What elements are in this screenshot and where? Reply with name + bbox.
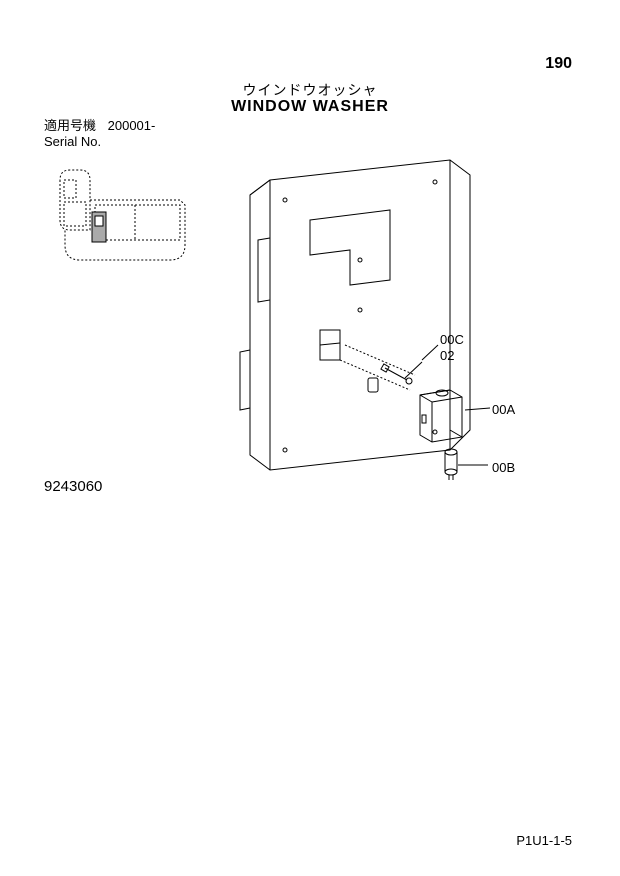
diagram-area: 00C 02 00A 00B (0, 140, 620, 740)
callout-00a: 00A (492, 402, 515, 417)
callout-02: 02 (440, 348, 454, 363)
part-number: 9243060 (44, 478, 102, 495)
main-diagram (190, 150, 590, 570)
serial-label-jp: 適用号機 (44, 118, 96, 133)
serial-value: 200001- (108, 118, 156, 133)
title-japanese: ウインドウオッシャ (243, 80, 378, 100)
title-english: WINDOW WASHER (231, 98, 389, 116)
callout-00b: 00B (492, 460, 515, 475)
overview-thumbnail (40, 150, 200, 280)
page-number: 190 (545, 55, 572, 73)
footer-code: P1U1-1-5 (516, 833, 572, 848)
callout-00c: 00C (440, 332, 464, 347)
